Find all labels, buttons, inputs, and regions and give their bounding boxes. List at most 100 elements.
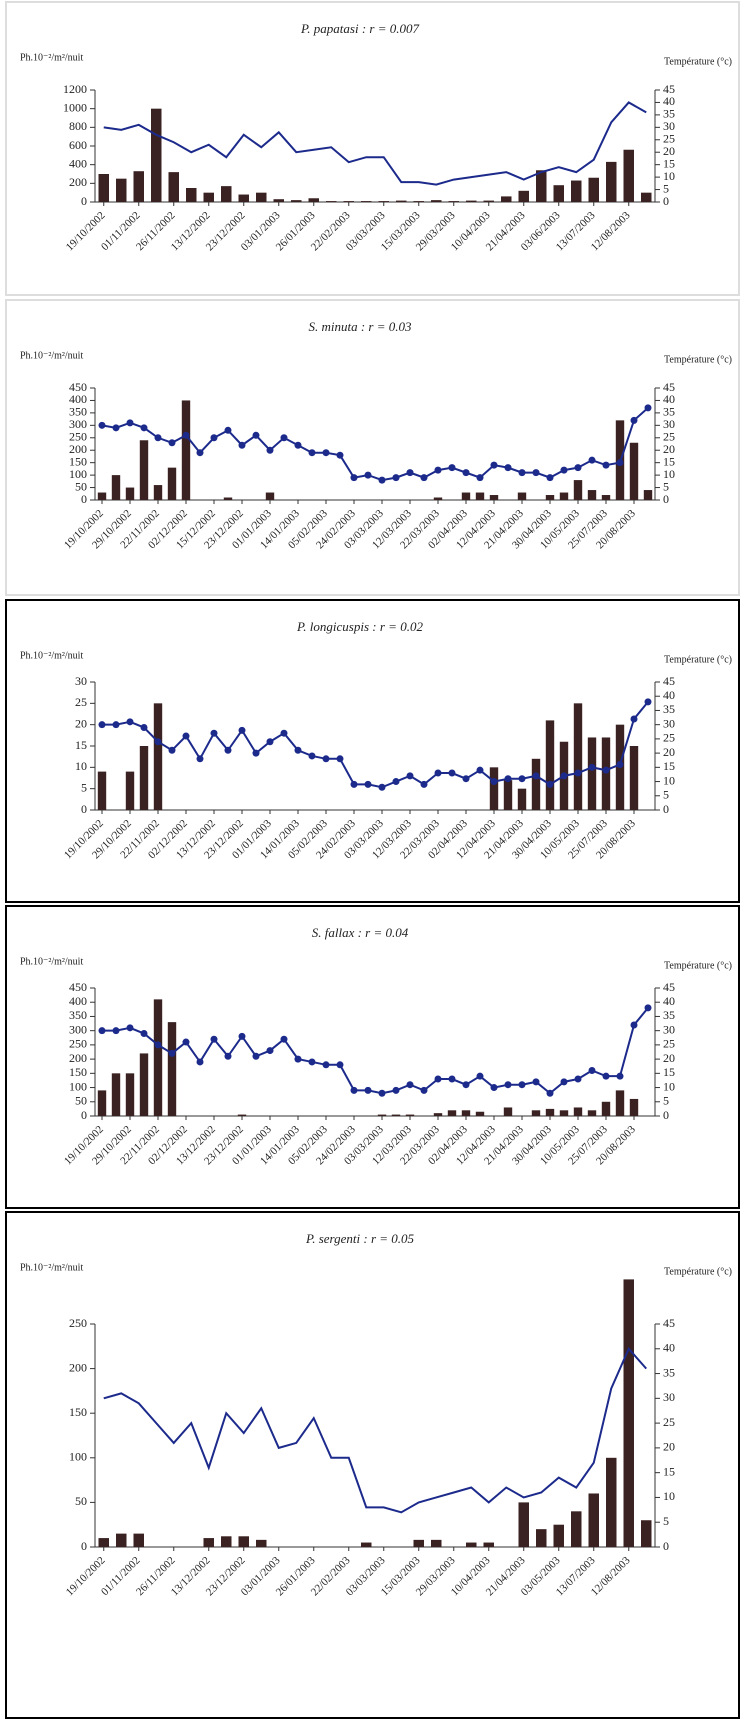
y2-tick-label: 15 <box>663 156 675 170</box>
temperature-marker <box>280 1035 288 1043</box>
temperature-marker <box>630 1021 638 1029</box>
y2-tick-label: 30 <box>663 119 675 133</box>
temperature-marker <box>476 1072 484 1080</box>
temperature-marker <box>112 1027 120 1035</box>
chart-title: S. minuta : r = 0.03 <box>308 319 412 334</box>
chart-panel: P. papatasi : r = 0.007 Ph.10⁻²/m²/nuit Te… <box>5 1 740 296</box>
y-tick-label: 100 <box>69 1450 87 1464</box>
temperature-marker <box>420 780 428 788</box>
temperature-marker <box>420 1086 428 1094</box>
y2-tick-label: 0 <box>663 194 669 208</box>
panel-border <box>5 1 740 296</box>
y2-tick-label: 20 <box>663 144 675 158</box>
y2-axis-label: Température (°c) <box>664 1266 732 1277</box>
temperature-marker <box>364 780 372 788</box>
panel-border <box>5 905 740 1209</box>
bar <box>518 1502 529 1547</box>
y2-tick-label: 0 <box>663 1108 669 1122</box>
y-tick-label: 200 <box>69 442 87 456</box>
temperature-marker <box>504 1081 512 1089</box>
temperature-marker <box>406 772 414 780</box>
bar <box>545 720 555 810</box>
bar <box>97 771 107 810</box>
temperature-marker <box>182 732 190 740</box>
y2-tick-label: 10 <box>663 467 675 481</box>
temperature-marker <box>294 746 302 754</box>
bar <box>326 201 337 202</box>
bar <box>545 495 555 500</box>
temperature-marker <box>630 416 638 424</box>
temperature-marker <box>294 441 302 449</box>
bar <box>98 1538 109 1547</box>
temperature-marker <box>112 424 120 432</box>
y2-tick-label: 5 <box>663 788 669 802</box>
y2-tick-label: 35 <box>663 1365 675 1379</box>
y2-tick-label: 5 <box>663 479 669 493</box>
temperature-marker <box>588 763 596 771</box>
bar <box>571 1511 582 1547</box>
temperature-marker <box>294 1055 302 1063</box>
bar <box>475 1111 485 1116</box>
temperature-marker <box>182 1038 190 1046</box>
bar <box>601 737 611 810</box>
temperature-marker <box>644 1004 652 1012</box>
bar <box>641 1520 652 1547</box>
bar <box>125 771 135 810</box>
y2-axis-label: Température (°c) <box>664 654 732 665</box>
y-tick-label: 0 <box>81 1539 87 1553</box>
chart-panel: P. longicuspis : r = 0.02 Ph.10⁻²/m²/nuit… <box>5 599 740 903</box>
temperature-marker <box>126 1024 134 1032</box>
bar <box>167 467 177 500</box>
bar <box>517 492 527 500</box>
bar <box>587 1110 597 1116</box>
temperature-marker <box>616 459 624 467</box>
bar <box>573 480 583 500</box>
temperature-marker <box>308 752 316 760</box>
temperature-marker <box>126 718 134 726</box>
y-tick-label: 350 <box>69 405 87 419</box>
bar <box>97 1090 107 1116</box>
bar <box>391 1114 401 1116</box>
temperature-marker <box>322 449 330 457</box>
temperature-marker <box>644 404 652 412</box>
y-axis-label: Ph.10⁻²/m²/nuit <box>20 650 83 661</box>
temperature-marker <box>546 780 554 788</box>
temperature-marker <box>238 441 246 449</box>
y2-tick-label: 40 <box>663 1341 675 1355</box>
temperature-marker <box>644 698 652 706</box>
bar <box>483 200 494 202</box>
temperature-marker <box>224 1052 232 1060</box>
y2-tick-label: 20 <box>663 745 675 759</box>
bar <box>588 177 599 202</box>
y2-tick-label: 15 <box>663 759 675 773</box>
y-tick-label: 400 <box>69 156 87 170</box>
temperature-marker <box>392 778 400 786</box>
bar <box>629 746 639 810</box>
bar <box>573 1107 583 1116</box>
y2-tick-label: 25 <box>663 132 675 146</box>
y-tick-label: 15 <box>75 738 87 752</box>
y-tick-label: 1200 <box>63 82 87 96</box>
temperature-marker <box>574 1075 582 1083</box>
bar <box>133 1533 144 1547</box>
y-axis-label: Ph.10⁻²/m²/nuit <box>20 1262 83 1273</box>
bar <box>629 442 639 500</box>
bar <box>139 440 149 500</box>
temperature-marker <box>378 476 386 484</box>
y2-tick-label: 0 <box>663 1539 669 1553</box>
temperature-marker <box>546 1089 554 1097</box>
bar <box>273 199 284 202</box>
bar <box>433 1113 443 1116</box>
y2-axis-label: Température (°c) <box>664 56 732 67</box>
temperature-marker <box>406 1081 414 1089</box>
bar <box>623 149 634 202</box>
bar <box>466 1542 477 1547</box>
bar <box>168 172 179 202</box>
y-tick-label: 800 <box>69 119 87 133</box>
bar <box>413 1539 424 1547</box>
bar <box>531 758 541 810</box>
bar <box>466 200 477 202</box>
bar <box>343 201 354 202</box>
temperature-marker <box>154 1041 162 1049</box>
